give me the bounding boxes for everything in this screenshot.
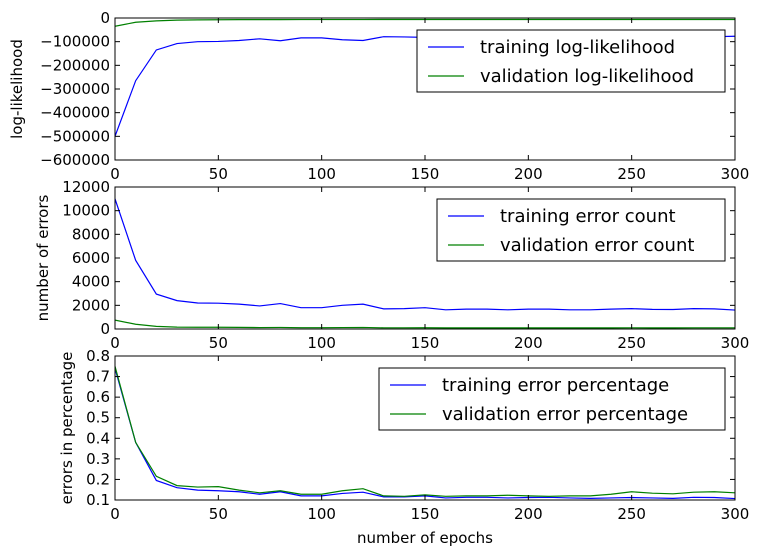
y-tick-label: 0 [100,9,110,27]
y-axis-label: log-likelihood [8,39,26,139]
y-tick-label: 0.7 [86,368,110,386]
error-count-panel: 0 50 100 150 200 250 300 0 2000 4000 6000 8000 10000… [34,178,749,352]
x-tick-label: 250 [617,505,646,523]
axis-ticks [114,17,736,161]
y-tick-label: 6000 [72,249,110,267]
y-tick-label: −500000 [40,127,110,145]
error-percentage-panel: 0 50 100 150 200 250 300 0.1 0.2 0.3 0.4 0.5 0.6 0.7 0… [58,347,749,547]
x-tick-label: 50 [209,505,228,523]
x-tick-label: 50 [209,165,228,183]
y-tick-label: 0.8 [86,347,110,365]
legend-label-training: training error count [500,206,676,227]
legend-box [416,29,726,93]
axis-ticks [114,355,736,501]
legend: training error percentage validation err… [378,367,726,431]
y-tick-label: −300000 [40,80,110,98]
y-axis-label: number of errors [34,194,52,321]
legend-label-validation: validation error percentage [442,404,688,425]
x-axis-label: number of epochs [357,529,493,547]
x-tick-label: 0 [110,165,120,183]
y-tick-label: 10000 [62,202,110,220]
y-tick-label: −200000 [40,56,110,74]
y-tick-label: 0.2 [86,470,110,488]
legend-label-validation: validation error count [500,235,694,256]
tick-labels: 0 50 100 150 200 250 300 0.1 0.2 0.3 0.4 0.5 0.6 0.7 0… [86,347,749,523]
x-tick-label: 50 [209,334,228,352]
y-tick-label: 2000 [72,296,110,314]
x-tick-label: 150 [411,334,440,352]
legend-label-training: training log-likelihood [480,37,675,58]
x-tick-label: 0 [110,334,120,352]
x-tick-label: 200 [514,165,543,183]
x-tick-label: 100 [307,334,336,352]
legend: training log-likelihood validation log-l… [416,29,726,93]
y-tick-label: −600000 [40,151,110,169]
y-tick-label: 0 [100,320,110,338]
y-tick-label: 8000 [72,225,110,243]
x-tick-label: 250 [617,334,646,352]
x-tick-label: 100 [307,165,336,183]
x-tick-label: 300 [721,505,750,523]
y-tick-label: 0.6 [86,388,110,406]
x-tick-label: 150 [411,165,440,183]
y-tick-label: 12000 [62,178,110,196]
y-axis-label: errors in percentage [58,352,76,505]
x-tick-label: 300 [721,165,750,183]
tick-labels: 0 50 100 150 200 250 300 0 2000 4000 6000 8000 10000… [62,178,749,352]
x-tick-label: 100 [307,505,336,523]
x-tick-label: 200 [514,505,543,523]
y-tick-label: 0.1 [86,491,110,509]
legend-label-training: training error percentage [442,375,669,396]
legend: training error count validation error co… [436,198,726,262]
y-tick-label: 0.3 [86,450,110,468]
y-tick-label: −400000 [40,104,110,122]
x-tick-label: 0 [110,505,120,523]
loglikelihood-panel: 0 50 100 150 200 250 300 0 −100000 −200000 −300000… [8,9,749,183]
tick-labels: 0 50 100 150 200 250 300 0 −100000 −200000 −300000… [40,9,749,183]
series-line-training [115,198,735,311]
x-tick-label: 150 [411,505,440,523]
legend-box [378,367,726,431]
legend-label-validation: validation log-likelihood [480,66,694,87]
x-tick-label: 300 [721,334,750,352]
y-tick-label: 0.5 [86,409,110,427]
y-tick-label: −100000 [40,33,110,51]
y-tick-label: 4000 [72,273,110,291]
legend-box [436,198,726,262]
x-tick-label: 250 [617,165,646,183]
series-line-validation [115,366,735,497]
y-tick-label: 0.4 [86,429,110,447]
axis-ticks [114,186,736,330]
x-tick-label: 200 [514,334,543,352]
